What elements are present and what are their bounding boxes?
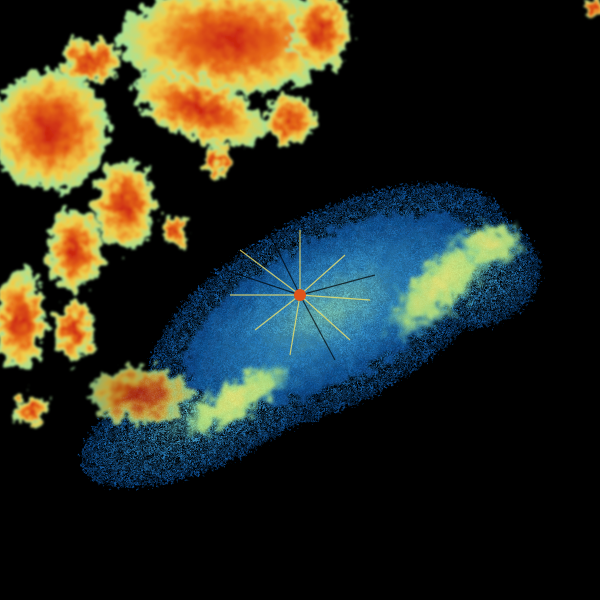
convective-band (0, 0, 600, 424)
clutter (224, 230, 376, 361)
moderate-echo (90, 212, 525, 440)
